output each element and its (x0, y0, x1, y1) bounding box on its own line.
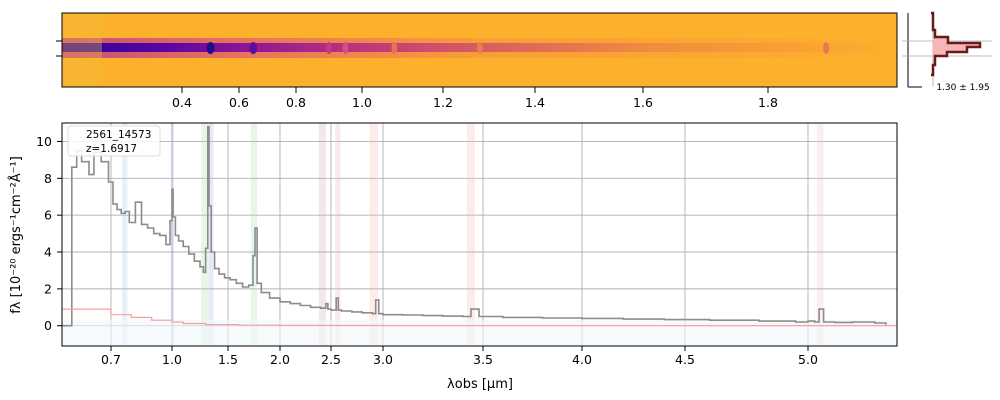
x-tick-label: 4.5 (675, 352, 695, 367)
y-tick-label: 4 (44, 245, 52, 260)
spectrum-2d-frame (61, 12, 898, 88)
legend-entry-id: 2561_14573 (86, 129, 151, 141)
spectrum-1d-panel: 0.7 1.0 1.5 2.0 2.5 3.0 3.5 4.0 4.5 5.0 0 2 4 6 8 10 2… (8, 122, 898, 392)
spectrum-2d-tick-label: 0.6 (229, 95, 249, 110)
spectrum-1d-frame (61, 122, 898, 347)
spectrum-1d-xaxis: 0.7 1.0 1.5 2.0 2.5 3.0 3.5 4.0 4.5 5.0 (101, 346, 818, 367)
spectrum-2d-tick-label: 0.8 (286, 95, 306, 110)
profile-line (931, 11, 982, 77)
trace-emission-knot (206, 42, 215, 54)
y-tick-label: 0 (44, 318, 52, 333)
trace-emission-knot (476, 42, 483, 54)
trace-emission-knot (326, 42, 332, 54)
model-series (62, 308, 897, 327)
x-tick-label: 1.5 (218, 352, 238, 367)
trace-emission-knot (391, 42, 398, 54)
x-tick-label: 4.0 (572, 352, 592, 367)
spectrum-1d-yaxis: 0 2 4 6 8 10 (36, 134, 62, 333)
trace-edge-noise (62, 13, 102, 87)
spectrum-2d-tick-label: 1.8 (758, 95, 778, 110)
legend: 2561_14573 z=1.6917 (67, 125, 161, 157)
emission-line-band (250, 123, 258, 346)
profile-fill (933, 13, 980, 87)
x-tick-label: 2.0 (270, 352, 290, 367)
spectrum-2d-tick-label: 1.6 (633, 95, 653, 110)
trace-emission-knot (342, 42, 349, 54)
x-tick-label: 0.7 (101, 352, 121, 367)
spectrum-2d-tick-label: 1.2 (433, 95, 453, 110)
spectrum-1d-series (62, 125, 897, 327)
spectrum-2d-trace (62, 13, 897, 87)
spectrum-2d-tick-label: 1.0 (352, 95, 372, 110)
x-tick-label: 5.0 (798, 352, 818, 367)
profile-caption: 1.30 ± 1.95 (936, 83, 989, 93)
emission-line-band (170, 123, 174, 346)
emission-line-band (369, 123, 378, 346)
x-tick-label: 2.5 (321, 352, 341, 367)
trace-emission-knot (823, 42, 830, 54)
x-tick-label: 3.5 (473, 352, 493, 367)
spectrum-2d-tick-label: 1.4 (525, 95, 545, 110)
emission-line-bands (122, 123, 824, 346)
y-tick-label: 8 (44, 171, 52, 186)
emission-line-band (335, 123, 341, 346)
trace-emission-knot (249, 42, 258, 54)
legend-entry-redshift: z=1.6917 (86, 143, 137, 155)
emission-line-band (122, 123, 128, 346)
emission-line-band (201, 123, 209, 346)
flux-series (62, 125, 887, 327)
y-tick-label: 10 (36, 134, 52, 149)
emission-line-band (467, 123, 475, 346)
spectrum-2d-xaxis: 0.4 0.6 0.8 1.0 1.2 1.4 1.6 1.8 (172, 87, 778, 110)
x-axis-label: λobs [μm] (447, 377, 513, 392)
x-tick-label: 1.0 (162, 352, 182, 367)
emission-line-band (816, 123, 824, 346)
emission-line-band (318, 123, 326, 346)
x-tick-label: 3.0 (373, 352, 393, 367)
error-region (62, 320, 897, 346)
spectrum-2d-panel: 0.4 0.6 0.8 1.0 1.2 1.4 1.6 1.8 (56, 12, 898, 110)
spectrum-2d-tick-label: 0.4 (172, 95, 192, 110)
profile-panel: 1.30 ± 1.95 (902, 11, 992, 93)
legend-box (67, 125, 161, 157)
y-tick-label: 6 (44, 208, 52, 223)
y-tick-label: 2 (44, 281, 52, 296)
y-axis-label: fλ [10⁻²⁰ ergs⁻¹cm⁻²Å⁻¹] (8, 156, 24, 314)
